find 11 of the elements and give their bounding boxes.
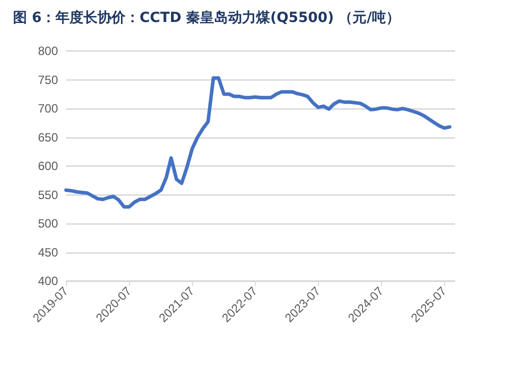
y-tick-label: 600 — [38, 159, 58, 173]
y-tick-label: 550 — [38, 188, 58, 202]
chart-title: 图 6：年度长协价：CCTD 秦皇岛动力煤(Q5500) （元/吨） — [13, 9, 400, 26]
y-tick-label: 500 — [38, 216, 58, 230]
y-tick-label: 800 — [38, 44, 58, 58]
y-tick-label: 750 — [38, 72, 58, 87]
y-tick-label: 450 — [38, 245, 58, 260]
y-tick-label: 400 — [38, 274, 58, 288]
y-tick-label: 650 — [38, 130, 58, 144]
y-tick-label: 700 — [38, 102, 58, 116]
line-series — [64, 76, 452, 209]
